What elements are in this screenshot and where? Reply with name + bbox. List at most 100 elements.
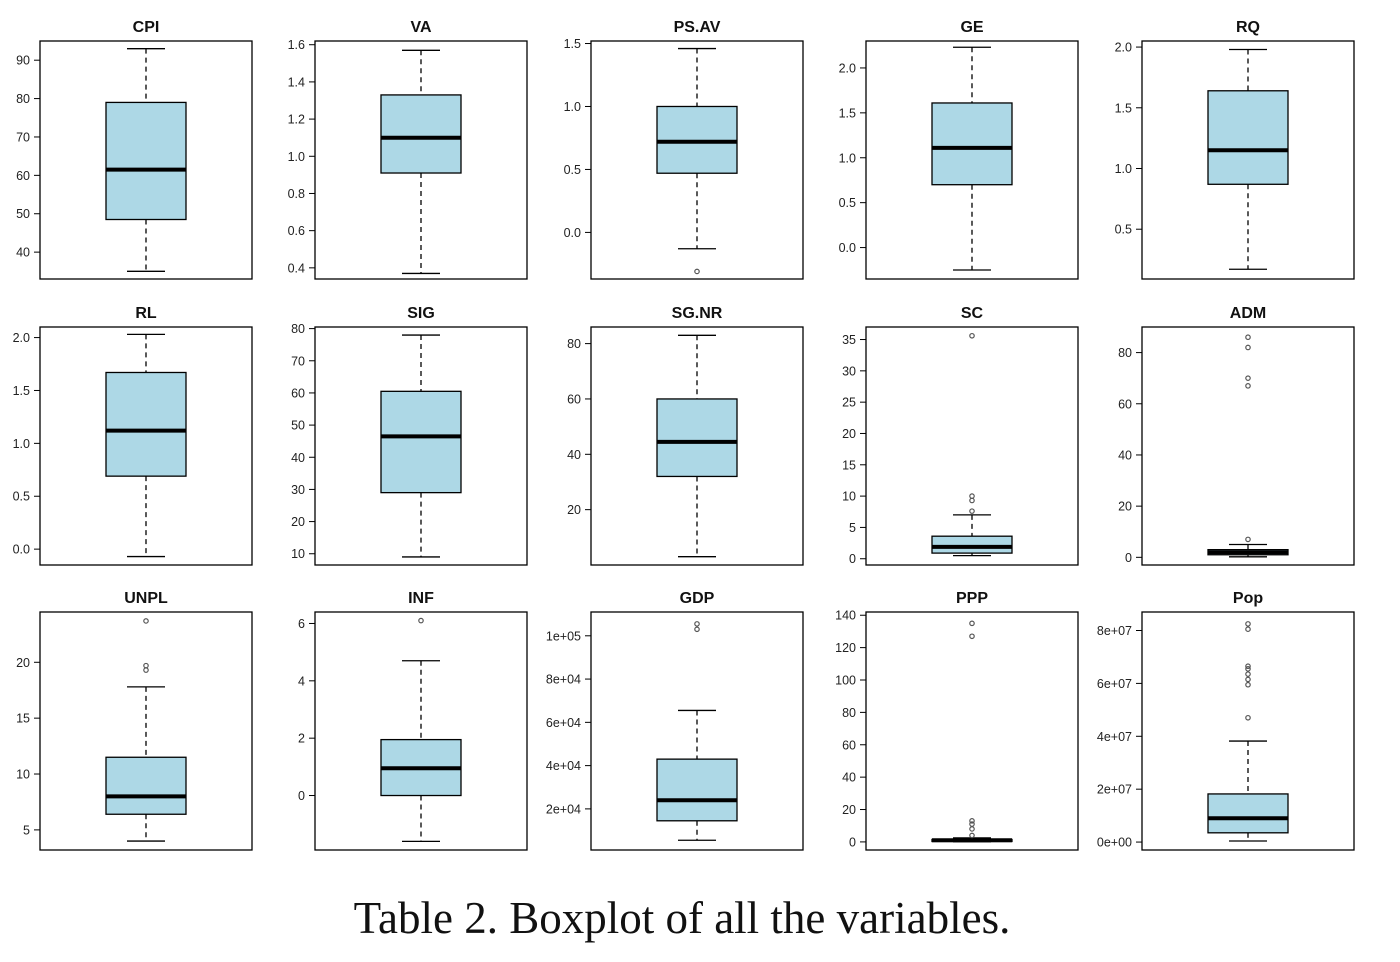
y-tick-label: 50 [16, 207, 30, 221]
y-tick-label: 0.8 [288, 187, 305, 201]
boxplot-panel-gdp: GDP 2e+04 4e+04 6e+04 8e+04 1e+05 [546, 590, 804, 851]
panel-title: PPP [956, 590, 988, 607]
figure-caption: Table 2. Boxplot of all the variables. [353, 893, 1011, 943]
panel-title: SIG [407, 305, 435, 322]
plot-frame [590, 326, 804, 566]
iqr-box [105, 101, 187, 221]
y-tick-label: 60 [842, 738, 856, 752]
y-tick-label: 40 [1118, 448, 1132, 462]
y-tick-label: 40 [842, 771, 856, 785]
y-tick-label: 4e+07 [1097, 730, 1132, 744]
y-tick-label: 20 [291, 515, 305, 529]
panel-title: RL [135, 305, 157, 322]
boxplot-panel-ge: GE 0.0 0.5 1.0 1.5 2.0 [839, 19, 1079, 280]
y-tick-label: 5 [849, 521, 856, 535]
panel-title: PS.AV [674, 19, 721, 36]
y-tick-label: 0.4 [288, 261, 305, 275]
y-tick-label: 0.5 [564, 163, 581, 177]
y-tick-label: 0.5 [1115, 223, 1132, 237]
y-tick-label: 2.0 [839, 61, 856, 75]
y-tick-label: 2e+07 [1097, 783, 1132, 797]
plot-frame [590, 40, 804, 280]
y-tick-label: 0.0 [564, 226, 581, 240]
y-tick-label: 1.5 [13, 384, 30, 398]
outlier-point [694, 621, 700, 627]
y-tick-label: 5 [23, 823, 30, 837]
outlier-point [1245, 626, 1251, 632]
y-tick-label: 60 [16, 169, 30, 183]
outlier-point [969, 493, 975, 499]
boxplot-panel-cpi: CPI 40 50 60 70 80 90 [16, 19, 253, 280]
y-tick-label: 1.5 [839, 106, 856, 120]
boxplot-grid: CPI405060708090VA0.40.60.81.01.21.41.6PS… [13, 19, 1355, 851]
y-tick-label: 0 [1125, 551, 1132, 565]
outlier-point [969, 508, 975, 514]
y-tick-label: 0.0 [13, 543, 30, 557]
outlier-point [1245, 536, 1251, 543]
panel-title: SG.NR [672, 305, 723, 322]
y-tick-label: 1.6 [288, 38, 305, 52]
plot-frame [865, 326, 1079, 566]
outlier-point [418, 617, 424, 624]
y-tick-label: 1.5 [564, 37, 581, 51]
y-tick-label: 1.0 [839, 151, 856, 165]
outlier-point [969, 497, 975, 504]
y-tick-label: 0 [298, 789, 305, 803]
y-tick-label: 10 [842, 490, 856, 504]
y-tick-label: 1.0 [564, 100, 581, 114]
outlier-point [969, 633, 975, 640]
y-tick-label: 0.5 [839, 196, 856, 210]
y-tick-label: 35 [842, 333, 856, 347]
y-tick-label: 8e+04 [546, 673, 581, 687]
panel-title: Pop [1233, 590, 1263, 607]
y-tick-label: 6e+07 [1097, 677, 1132, 691]
panel-title: GE [960, 19, 983, 36]
y-tick-label: 80 [567, 337, 581, 351]
y-tick-label: 2 [298, 732, 305, 746]
panel-title: INF [408, 590, 434, 607]
plot-frame [1141, 40, 1355, 280]
boxplot-panel-ps-av: PS.AV 0.0 0.5 1.0 1.5 [564, 19, 804, 280]
y-tick-label: 100 [835, 674, 856, 688]
boxplot-panel-inf: INF 0 2 4 6 [298, 590, 528, 851]
panel-title: UNPL [124, 590, 168, 607]
y-tick-label: 2e+04 [546, 802, 581, 816]
plot-frame [590, 611, 804, 851]
iqr-box [105, 371, 187, 477]
y-tick-label: 10 [16, 768, 30, 782]
outlier-point [969, 818, 975, 824]
boxplot-panel-sc: SC 0 5 10 15 20 25 30 35 [842, 305, 1079, 566]
y-tick-label: 0 [849, 552, 856, 566]
y-tick-label: 6 [298, 617, 305, 631]
y-tick-label: 140 [835, 609, 856, 623]
y-tick-label: 15 [842, 458, 856, 472]
iqr-box [931, 102, 1013, 186]
y-tick-label: 20 [16, 656, 30, 670]
panel-title: VA [410, 19, 431, 36]
outlier-point [143, 662, 149, 669]
y-tick-label: 70 [291, 354, 305, 368]
iqr-box [105, 756, 187, 815]
boxplot-panel-sig: SIG 10 20 30 40 50 60 70 80 [291, 305, 528, 566]
boxplot-panel-adm: ADM 0 20 40 60 80 [1118, 305, 1355, 566]
iqr-box [656, 398, 738, 478]
y-tick-label: 80 [842, 706, 856, 720]
outlier-point [1245, 383, 1251, 389]
plot-frame [865, 40, 1079, 280]
boxplot-panel-rl: RL 0.0 0.5 1.0 1.5 2.0 [13, 305, 253, 566]
y-tick-label: 2.0 [13, 331, 30, 345]
y-tick-label: 20 [842, 427, 856, 441]
outlier-point [1245, 375, 1251, 381]
iqr-box [1207, 793, 1289, 834]
y-tick-label: 70 [16, 130, 30, 144]
boxplot-panel-rq: RQ 0.5 1.0 1.5 2.0 [1115, 19, 1355, 280]
outlier-point [1245, 676, 1251, 683]
plot-frame [314, 326, 528, 566]
y-tick-label: 15 [16, 712, 30, 726]
y-tick-label: 50 [291, 419, 305, 433]
y-tick-label: 1e+05 [546, 629, 581, 643]
iqr-box [931, 535, 1013, 554]
y-tick-label: 120 [835, 641, 856, 655]
y-tick-label: 40 [567, 448, 581, 462]
outlier-point [1245, 666, 1251, 672]
